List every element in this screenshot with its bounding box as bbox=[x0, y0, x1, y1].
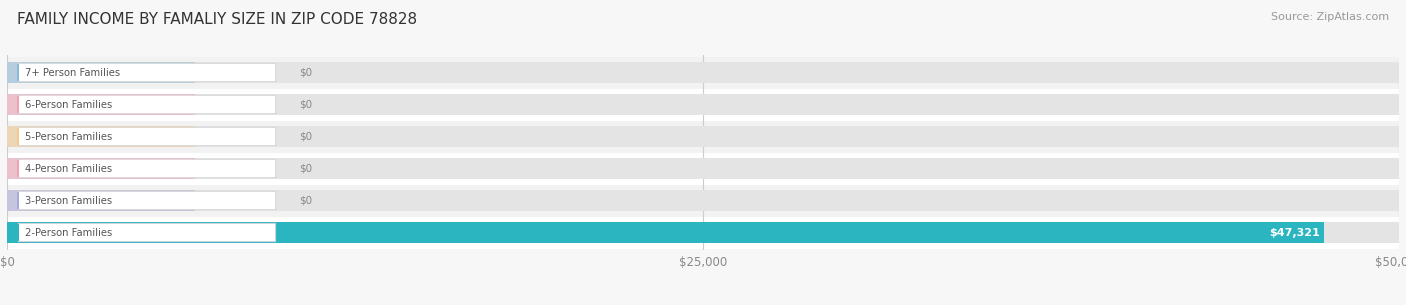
FancyBboxPatch shape bbox=[18, 191, 276, 210]
Bar bbox=[7, 185, 1399, 217]
Text: 5-Person Families: 5-Person Families bbox=[25, 131, 112, 142]
FancyBboxPatch shape bbox=[18, 127, 276, 146]
Bar bbox=[7, 120, 1399, 152]
Bar bbox=[7, 158, 1399, 179]
Text: 4-Person Families: 4-Person Families bbox=[25, 163, 112, 174]
Text: $0: $0 bbox=[299, 163, 312, 174]
Text: Source: ZipAtlas.com: Source: ZipAtlas.com bbox=[1271, 12, 1389, 22]
Bar bbox=[7, 126, 195, 147]
Text: FAMILY INCOME BY FAMALIY SIZE IN ZIP CODE 78828: FAMILY INCOME BY FAMALIY SIZE IN ZIP COD… bbox=[17, 12, 418, 27]
Bar bbox=[7, 217, 1399, 249]
Bar bbox=[7, 94, 195, 115]
Text: $47,321: $47,321 bbox=[1270, 228, 1320, 238]
Bar bbox=[7, 62, 1399, 83]
Bar bbox=[7, 62, 195, 83]
Text: 3-Person Families: 3-Person Families bbox=[25, 196, 112, 206]
Text: 7+ Person Families: 7+ Person Families bbox=[25, 67, 121, 77]
FancyBboxPatch shape bbox=[18, 223, 276, 242]
Text: 6-Person Families: 6-Person Families bbox=[25, 99, 112, 109]
Bar bbox=[7, 222, 1399, 243]
FancyBboxPatch shape bbox=[18, 95, 276, 114]
FancyBboxPatch shape bbox=[18, 159, 276, 178]
Bar bbox=[7, 94, 1399, 115]
Text: $0: $0 bbox=[299, 196, 312, 206]
FancyBboxPatch shape bbox=[18, 63, 276, 82]
Text: $0: $0 bbox=[299, 131, 312, 142]
Bar bbox=[7, 56, 1399, 88]
Bar bbox=[7, 158, 195, 179]
Bar bbox=[7, 126, 1399, 147]
Bar bbox=[7, 190, 1399, 211]
Bar bbox=[7, 152, 1399, 185]
Bar bbox=[7, 222, 1324, 243]
Text: 2-Person Families: 2-Person Families bbox=[25, 228, 112, 238]
Bar bbox=[7, 190, 195, 211]
Text: $0: $0 bbox=[299, 67, 312, 77]
Bar bbox=[7, 88, 1399, 120]
Text: $0: $0 bbox=[299, 99, 312, 109]
